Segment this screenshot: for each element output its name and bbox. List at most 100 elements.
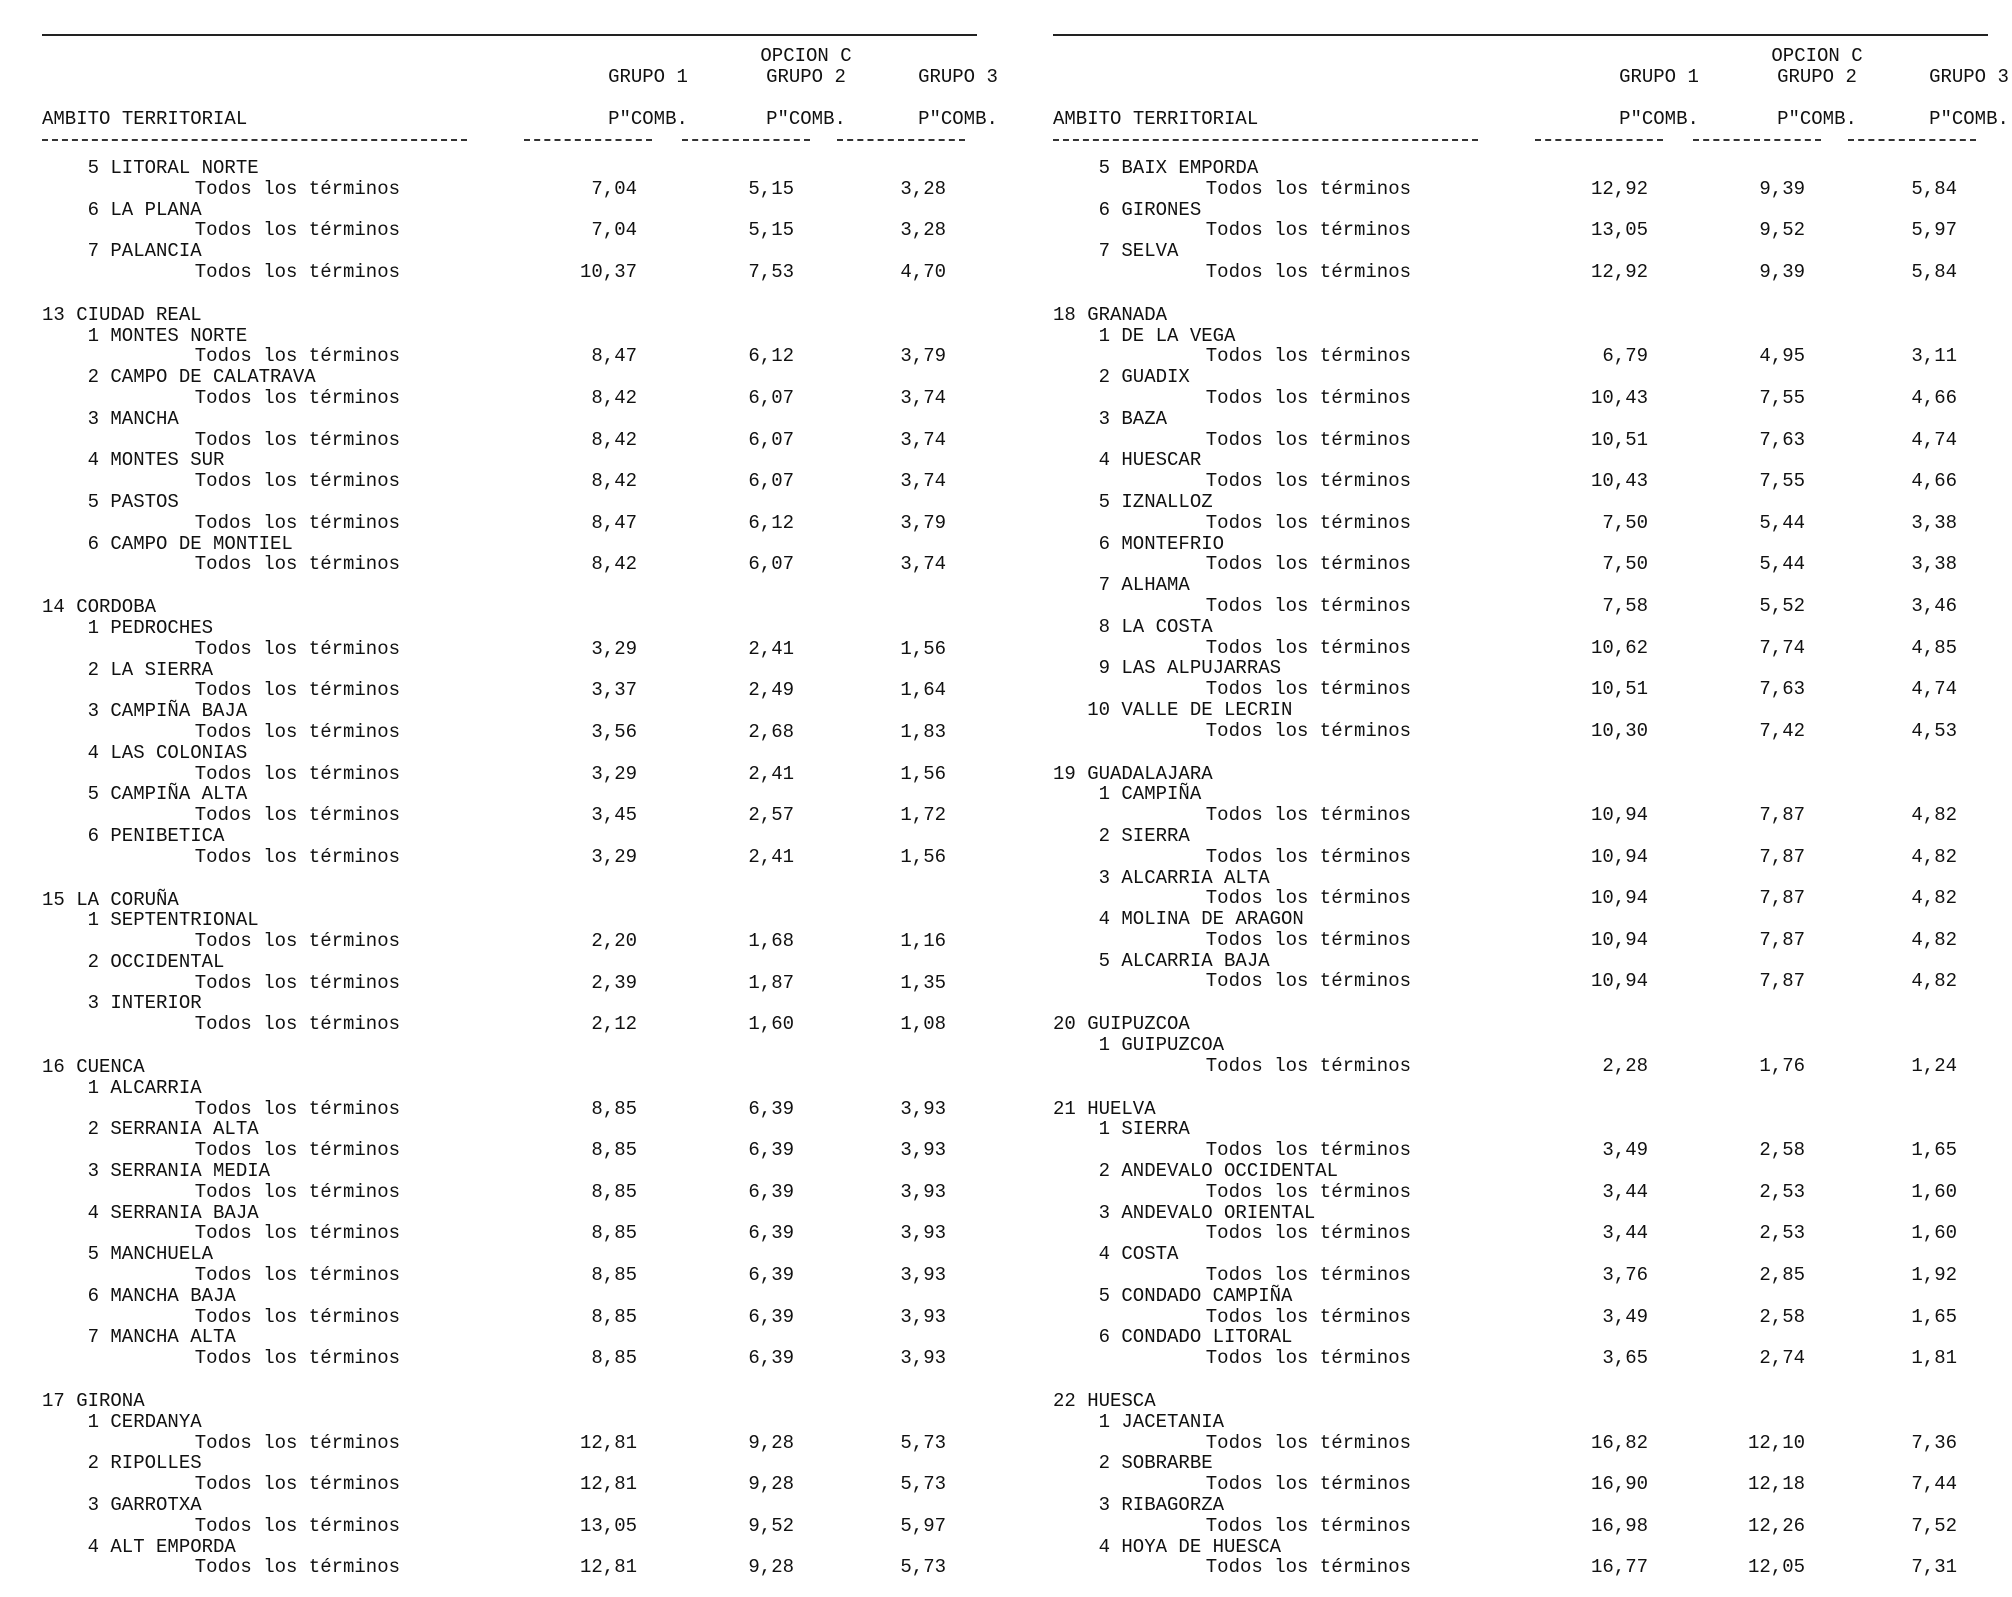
value-grupo-1: 7,50 [1602,511,1648,534]
row-label: Todos los términos [1205,260,1412,283]
comarca-number: 1 [1098,1034,1110,1057]
comarca-row: 2 CAMPO DE CALATRAVA [42,367,977,388]
comarca-number: 9 [1098,657,1110,680]
top-rule [42,34,977,36]
comarca-number: 4 [1098,908,1110,931]
ambito-underline [1053,139,1478,141]
value-grupo-3: 5,97 [900,1514,946,1537]
comarca-name: ALT EMPORDA [110,1535,236,1558]
comarca-name: LA SIERRA [110,658,214,681]
value-grupo-2: 7,87 [1759,970,1805,993]
values-row: Todos los términos 16,90 12,18 7,44 [1053,1474,1988,1495]
province-name: HUELVA [1087,1097,1156,1120]
value-grupo-3: 4,74 [1911,678,1957,701]
value-grupo-3: 4,82 [1911,970,1957,993]
values-row: Todos los términos 3,29 2,41 1,56 [42,762,977,785]
value-grupo-1: 2,12 [591,1013,637,1036]
values-row: Todos los términos 2,12 1,60 1,08 [42,1014,977,1035]
comarca-name: GUIPUZCOA [1121,1034,1225,1057]
value-grupo-2: 2,53 [1759,1222,1805,1245]
province-number: 18 [1053,303,1076,326]
value-grupo-1: 10,30 [1590,719,1648,742]
ambito-territorial-header: AMBITO TERRITORIAL [42,108,248,130]
row-label: Todos los términos [1205,1222,1412,1245]
comarca-number: 8 [1098,615,1110,638]
comarca-name: INTERIOR [110,992,202,1015]
comarca-number: 5 [87,783,99,806]
values-row: Todos los términos 10,94 7,87 4,82 [1053,805,1988,826]
value-grupo-3: 3,93 [900,1097,946,1120]
blank-line [42,1369,977,1391]
row-label: Todos los términos [1205,845,1412,868]
comarca-name: ALCARRIA [110,1076,202,1099]
values-row: Todos los términos 10,62 7,74 4,85 [1053,637,1988,659]
comarca-name: COSTA [1121,1243,1179,1266]
comarca-row: 5 BAIX EMPORDA [1053,158,1988,179]
option-label: OPCION C [1771,45,1863,67]
values-row: Todos los términos 8,42 6,07 3,74 [42,428,977,451]
comarca-number: 3 [87,1494,99,1517]
value-grupo-1: 10,51 [1590,678,1648,701]
comarca-number: 2 [87,1452,99,1475]
values-row: Todos los términos 7,50 5,44 3,38 [1053,554,1988,575]
value-grupo-2: 9,28 [748,1431,794,1454]
comarca-row: 1 SIERRA [1053,1119,1988,1140]
comarca-name: JACETANIA [1121,1410,1225,1433]
values-row: Todos los términos 12,81 9,28 5,73 [42,1474,977,1495]
row-label: Todos los términos [1205,177,1412,200]
value-grupo-1: 8,85 [591,1097,637,1120]
value-grupo-2: 2,41 [748,762,794,785]
value-grupo-2: 5,52 [1759,594,1805,617]
comarca-name: ALCARRIA ALTA [1121,866,1270,889]
comarca-name: PALANCIA [110,240,202,263]
comarca-row: 3 ANDEVALO ORIENTAL [1053,1201,1988,1224]
value-grupo-3: 3,93 [900,1139,946,1162]
comarca-row: 3 MANCHA [42,408,977,430]
value-grupo-3: 1,56 [900,845,946,868]
comarca-row: 7 ALHAMA [1053,575,1988,596]
value-grupo-2: 7,53 [748,260,794,283]
values-row: Todos los términos 3,44 2,53 1,60 [1053,1223,1988,1244]
comarca-number: 6 [87,1284,99,1307]
province-number: 16 [42,1056,65,1079]
values-row: Todos los términos 10,37 7,53 4,70 [42,262,977,283]
value-grupo-1: 13,05 [579,1514,637,1537]
province-row: 18 GRANADA [1053,303,1988,326]
value-grupo-3: 1,64 [900,679,946,702]
comarca-row: 4 HOYA DE HUESCA [1053,1536,1988,1558]
row-label: Todos los términos [1205,511,1412,534]
column-header-unit: P"COMB. [766,108,846,130]
value-grupo-3: 3,74 [900,470,946,493]
row-label: Todos los términos [194,930,401,953]
comarca-name: BAIX EMPORDA [1121,157,1259,179]
value-grupo-3: 3,74 [900,553,946,576]
comarca-name: LA PLANA [110,198,202,221]
value-grupo-2: 2,41 [748,637,794,660]
column-header-unit: P"COMB. [1619,108,1699,130]
row-label: Todos los términos [194,1514,401,1537]
comarca-name: MANCHUELA [110,1243,214,1266]
row-label: Todos los términos [194,1097,401,1120]
row-label: Todos los términos [1205,1556,1412,1579]
row-label: Todos los términos [194,428,401,451]
values-row: Todos los términos 3,37 2,49 1,64 [42,680,977,701]
value-grupo-1: 2,28 [1602,1054,1648,1077]
row-label: Todos los términos [1205,1514,1412,1537]
province-number: 15 [42,888,65,911]
province-name: CORDOBA [76,596,157,619]
comarca-number: 1 [1098,324,1110,347]
province-name: CIUDAD REAL [76,303,202,326]
comarca-number: 5 [1098,949,1110,972]
value-grupo-2: 6,07 [748,386,794,409]
value-grupo-2: 6,07 [748,470,794,493]
comarca-number: 4 [87,1535,99,1558]
values-row: Todos los términos 8,42 6,07 3,74 [42,388,977,409]
comarca-number: 6 [87,824,99,847]
comarca-row: 6 PENIBETICA [42,826,977,847]
value-grupo-3: 7,44 [1911,1473,1957,1496]
values-row: Todos los términos 3,49 2,58 1,65 [1053,1306,1988,1328]
row-label: Todos los términos [1205,553,1412,576]
comarca-number: 3 [1098,1494,1110,1517]
comarca-name: ANDEVALO ORIENTAL [1121,1201,1316,1224]
comarca-name: MOLINA DE ARAGON [1121,908,1304,931]
